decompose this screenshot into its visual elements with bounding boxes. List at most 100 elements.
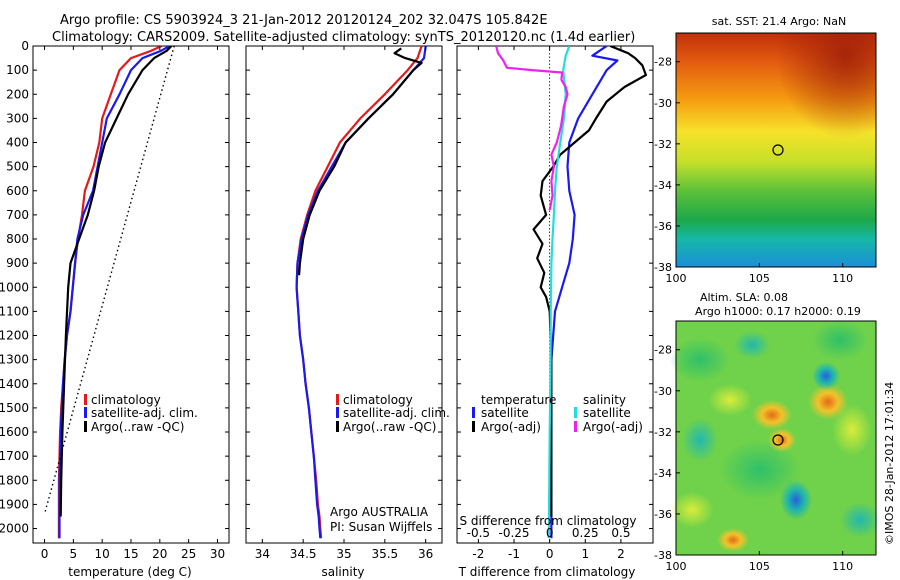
imos-timestamp: ©IMOS 28-Jan-2012 17:01:34 bbox=[883, 382, 896, 545]
map-x-tick-label: 110 bbox=[832, 272, 853, 285]
salinity-xlabel: salinity bbox=[321, 565, 364, 579]
difference-legend: temperature salinity satellite Argo(-adj… bbox=[472, 393, 643, 434]
x-tick-label: 34.5 bbox=[290, 547, 317, 561]
climatology-line bbox=[57, 46, 163, 539]
depth-tick-label: 1600 bbox=[0, 425, 29, 439]
sla-map-axes: 100 105 110 -28 -30 -32 -34 -36 -38 bbox=[654, 344, 853, 573]
difference-x-axis: -2 -1 0 1 2 -0.5 -0.25 0 0.25 0.5 bbox=[457, 45, 653, 561]
salinity-panel-frame bbox=[245, 45, 443, 544]
depth-tick-label: 800 bbox=[6, 232, 29, 246]
x-tick-label: 15 bbox=[123, 547, 138, 561]
sla-feature bbox=[670, 492, 714, 528]
map-y-tick-label: -30 bbox=[654, 97, 672, 110]
legend-label-climatology: climatology bbox=[343, 393, 413, 407]
map-y-tick-label: -34 bbox=[654, 179, 672, 192]
depth-tick-label: 0 bbox=[21, 39, 29, 53]
depth-tick-label: 1900 bbox=[0, 497, 29, 511]
temperature-xlabel: temperature (deg C) bbox=[68, 565, 191, 579]
legend-label-satellite: satellite-adj. clim. bbox=[91, 406, 198, 420]
map-y-tick-label: -34 bbox=[654, 467, 672, 480]
legend-swatch-argo bbox=[84, 421, 87, 432]
sla-feature bbox=[840, 502, 880, 538]
legend-swatch-satellite bbox=[84, 407, 87, 418]
legend-swatch-t-satellite bbox=[472, 407, 475, 418]
map-y-tick-label: -32 bbox=[654, 138, 672, 151]
map-y-tick-label: -28 bbox=[654, 56, 672, 69]
sla-feature bbox=[734, 331, 770, 359]
depth-tick-label: 1100 bbox=[0, 304, 29, 318]
map-x-tick-label: 105 bbox=[749, 560, 770, 573]
depth-tick-label: 1200 bbox=[0, 329, 29, 343]
satellite-line bbox=[547, 46, 571, 539]
depth-tick-label: 200 bbox=[6, 87, 29, 101]
figure-title-line1: Argo profile: CS 5903924_3 21-Jan-2012 2… bbox=[60, 13, 548, 28]
argo-float-marker bbox=[772, 144, 784, 156]
map-y-tick-label: -36 bbox=[654, 220, 672, 233]
depth-tick-label: 300 bbox=[6, 111, 29, 125]
depth-tick-label: 2000 bbox=[0, 522, 29, 536]
temperature-chart bbox=[43, 46, 175, 539]
x-tick-label: 25 bbox=[181, 547, 196, 561]
s-tick-label: -0.5 bbox=[467, 526, 490, 540]
map-x-tick-label: 100 bbox=[666, 560, 687, 573]
difference-chart bbox=[495, 46, 648, 543]
sla-feature bbox=[752, 400, 792, 430]
depth-tick-label: 1300 bbox=[0, 353, 29, 367]
argo-float-marker bbox=[772, 434, 784, 446]
x-tick-label: 10 bbox=[95, 547, 110, 561]
map-y-tick-label: -38 bbox=[654, 549, 672, 562]
x-tick-label: 20 bbox=[152, 547, 167, 561]
x-tick-label: 5 bbox=[70, 547, 78, 561]
map-y-tick-label: -30 bbox=[654, 385, 672, 398]
depth-axis-labels: 0 100 200 300 400 500 600 700 800 900 1000 1100 1200… bbox=[0, 39, 29, 536]
sla-feature bbox=[812, 362, 840, 390]
sla-map: 100 105 110 -28 -30 -32 -34 -36 -38 bbox=[654, 320, 880, 573]
s-tick-label: 0 bbox=[546, 526, 554, 540]
depth-tick-label: 1500 bbox=[0, 401, 29, 415]
legend-swatch-s-satellite bbox=[574, 407, 577, 418]
legend-label-s-satellite: satellite bbox=[583, 406, 631, 420]
sla-feature bbox=[780, 480, 812, 520]
sst-map-axes: 100 105 110 -28 -30 -32 -34 -36 -38 bbox=[654, 56, 853, 285]
legend-label-satellite: satellite-adj. clim. bbox=[343, 406, 450, 420]
s-tick-label: 0.25 bbox=[572, 526, 599, 540]
legend-label-t-satellite: satellite bbox=[481, 406, 529, 420]
satellite-adj-clim--line bbox=[58, 46, 171, 539]
legend-swatch-argo bbox=[336, 421, 339, 432]
sst-map-warm-patch bbox=[676, 33, 876, 267]
legend-swatch-t-argo bbox=[472, 421, 475, 432]
s-tick-label: -0.25 bbox=[498, 526, 529, 540]
figure-title-line2: Climatology: CARS2009. Satellite-adjuste… bbox=[52, 30, 635, 45]
reference-line bbox=[43, 46, 175, 515]
depth-tick-label: 1000 bbox=[0, 280, 29, 294]
legend-swatch-climatology bbox=[84, 394, 87, 405]
s-tick-label: 0.5 bbox=[611, 526, 630, 540]
difference-xlabel: T difference from climatology bbox=[458, 565, 636, 579]
depth-tick-label: 500 bbox=[6, 160, 29, 174]
sst-map-frame bbox=[675, 32, 877, 268]
sst-map-title: sat. SST: 21.4 Argo: NaN bbox=[712, 15, 846, 28]
depth-tick-label: 1400 bbox=[0, 377, 29, 391]
sla-feature bbox=[717, 528, 749, 552]
pi-label: PI: Susan Wijffels bbox=[330, 520, 432, 534]
legend-swatch-climatology bbox=[336, 394, 339, 405]
sla-map-title-line2: Argo h1000: 0.17 h2000: 0.19 bbox=[695, 305, 861, 318]
x-tick-label: -1 bbox=[508, 547, 520, 561]
map-y-tick-label: -28 bbox=[654, 344, 672, 357]
temperature-x-axis: 0 5 10 15 20 25 30 bbox=[33, 45, 229, 561]
argo-raw-qc--line bbox=[298, 47, 423, 276]
program-label: Argo AUSTRALIA bbox=[330, 505, 429, 519]
x-tick-label: 1 bbox=[581, 547, 589, 561]
sla-feature bbox=[708, 384, 752, 416]
legend-title-temperature: temperature bbox=[481, 393, 556, 407]
legend-title-salinity: salinity bbox=[583, 393, 626, 407]
salinity-x-axis: 34 34.5 35 35.5 36 bbox=[246, 45, 442, 561]
difference-top-label: S difference from climatology bbox=[460, 514, 637, 528]
map-x-tick-label: 105 bbox=[749, 272, 770, 285]
depth-tick-label: 600 bbox=[6, 184, 29, 198]
salinity-chart bbox=[295, 46, 427, 539]
sla-feature bbox=[720, 440, 800, 500]
depth-tick-label: 1700 bbox=[0, 449, 29, 463]
legend-swatch-satellite bbox=[336, 407, 339, 418]
map-y-tick-label: -38 bbox=[654, 261, 672, 274]
